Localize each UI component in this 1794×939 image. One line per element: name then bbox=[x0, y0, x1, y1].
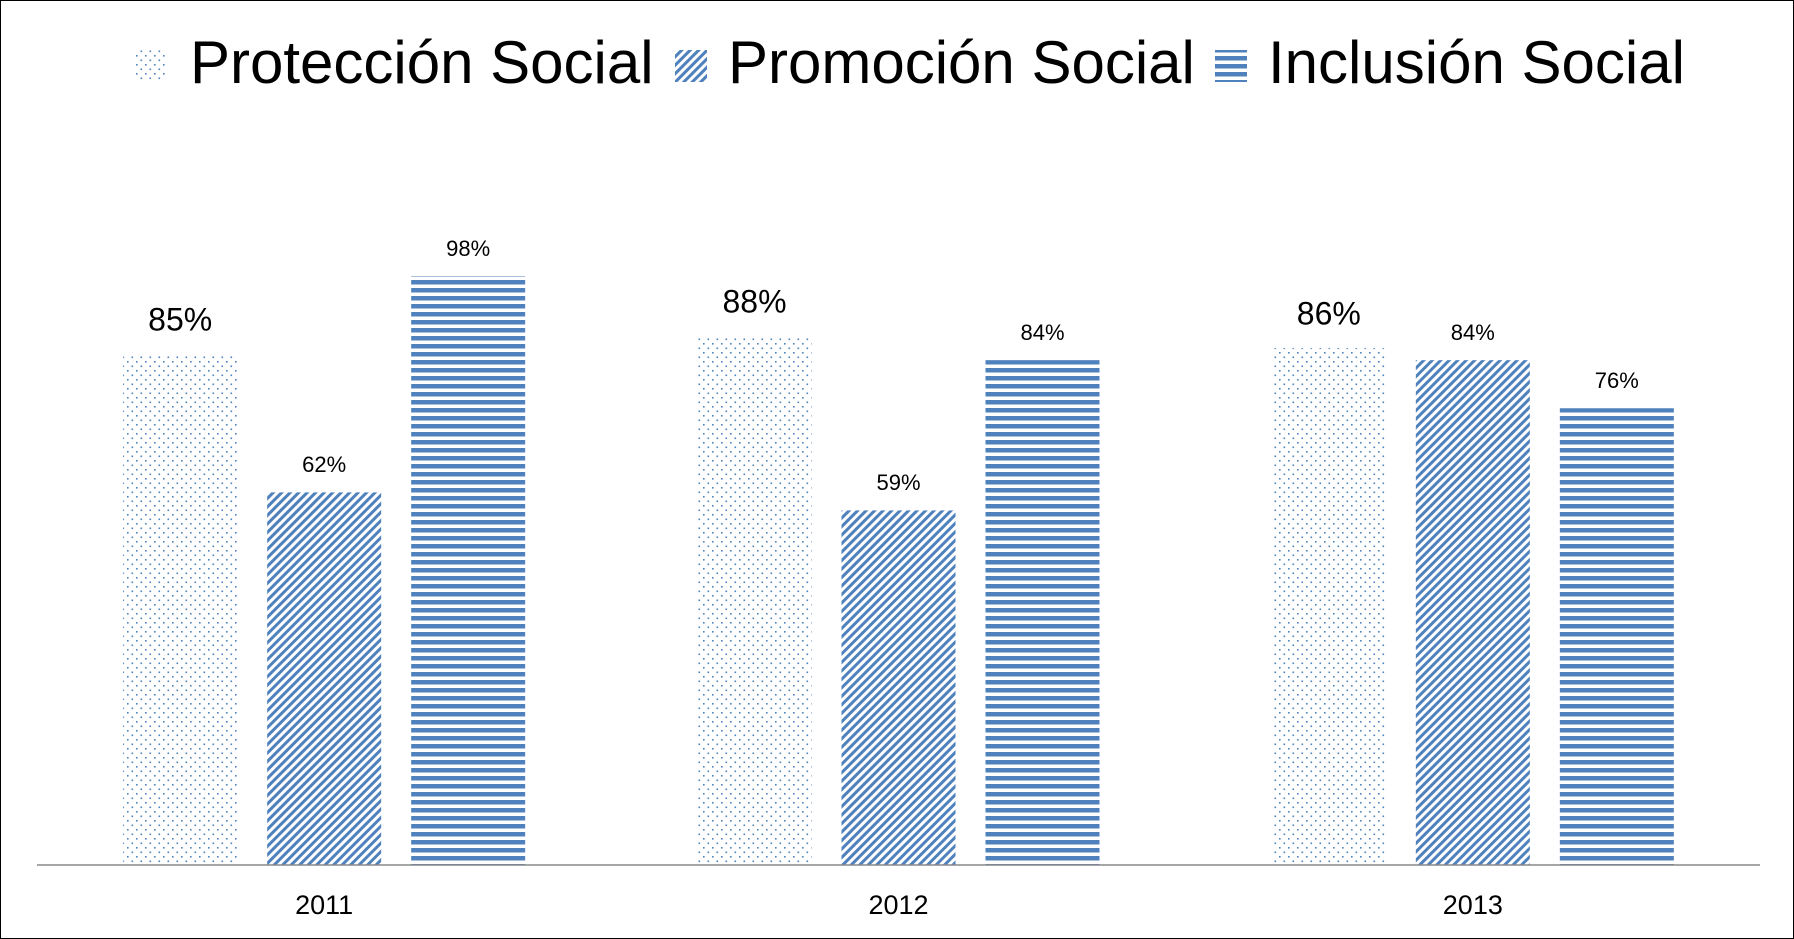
x-tick-label: 2013 bbox=[1443, 890, 1503, 920]
legend-label: Promoción Social bbox=[728, 29, 1195, 96]
bar bbox=[123, 354, 238, 865]
bar bbox=[697, 336, 812, 865]
bar bbox=[985, 360, 1100, 865]
legend-swatch bbox=[135, 50, 167, 82]
bar bbox=[1415, 360, 1530, 865]
x-tick-label: 2011 bbox=[295, 890, 353, 920]
legend-label: Protección Social bbox=[190, 29, 654, 96]
data-label: 62% bbox=[302, 452, 346, 477]
legend-swatch bbox=[1215, 50, 1247, 82]
data-label: 84% bbox=[1451, 320, 1495, 345]
data-label: 85% bbox=[148, 302, 212, 338]
bar bbox=[411, 276, 526, 865]
x-tick-label: 2012 bbox=[868, 890, 928, 920]
legend-swatch bbox=[675, 50, 707, 82]
data-label: 98% bbox=[446, 236, 490, 261]
data-label: 84% bbox=[1020, 320, 1064, 345]
data-label: 86% bbox=[1297, 296, 1361, 332]
data-label: 59% bbox=[876, 470, 920, 495]
legend-label: Inclusión Social bbox=[1268, 29, 1685, 96]
data-label: 76% bbox=[1595, 368, 1639, 393]
data-label: 88% bbox=[722, 284, 786, 320]
bar bbox=[1559, 408, 1674, 865]
bar bbox=[1271, 348, 1386, 865]
bar bbox=[267, 492, 382, 865]
bar bbox=[841, 510, 956, 865]
